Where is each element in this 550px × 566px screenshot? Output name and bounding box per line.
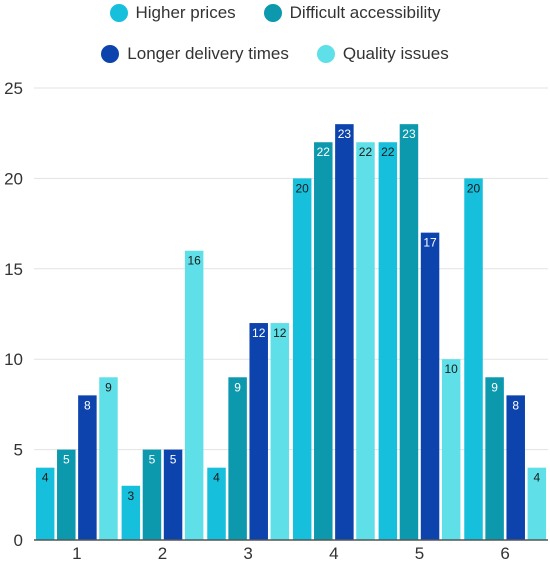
x-tick-label: 3	[243, 544, 252, 563]
data-label: 9	[491, 380, 498, 394]
bar	[464, 178, 483, 540]
legend-item-longer-delivery-times: Longer delivery times	[101, 44, 289, 64]
bar	[270, 323, 290, 540]
bar	[57, 449, 76, 540]
legend-row-1: Higher prices Difficult accessibility	[0, 3, 550, 23]
legend-label-quality-issues: Quality issues	[342, 44, 449, 63]
bar	[207, 467, 226, 540]
data-label: 5	[149, 453, 156, 467]
x-tick-label: 6	[500, 544, 509, 563]
data-label: 4	[213, 471, 220, 485]
legend-label-difficult-accessibility: Difficult accessibility	[289, 3, 441, 22]
data-label: 23	[338, 127, 352, 141]
data-label: 12	[273, 326, 287, 340]
bar	[35, 467, 55, 540]
data-label: 8	[512, 398, 519, 412]
x-tick-label: 2	[158, 544, 167, 563]
bar	[441, 359, 461, 540]
legend-item-difficult-accessibility: Difficult accessibility	[263, 3, 441, 23]
data-label: 9	[105, 380, 112, 394]
bar	[356, 142, 375, 541]
bar	[121, 485, 141, 540]
x-tick-label: 5	[415, 544, 424, 563]
bar	[249, 323, 268, 540]
data-label: 9	[234, 380, 241, 394]
y-tick-label: 0	[14, 531, 23, 550]
bar	[335, 124, 354, 540]
bar	[314, 142, 333, 541]
data-label: 5	[170, 453, 177, 467]
data-label: 4	[533, 471, 540, 485]
bar	[527, 467, 547, 540]
data-label: 5	[63, 453, 70, 467]
bar	[142, 449, 162, 540]
x-tick-label: 4	[329, 544, 338, 563]
legend-label-longer-delivery-times: Longer delivery times	[127, 44, 289, 63]
bar	[99, 377, 118, 540]
data-label: 10	[444, 362, 458, 376]
data-label: 12	[252, 326, 266, 340]
data-label: 22	[381, 145, 395, 159]
legend-swatch-longer-delivery-times	[101, 45, 120, 63]
bar	[485, 377, 504, 540]
bar	[184, 250, 204, 540]
y-tick-label: 5	[14, 441, 23, 460]
legend-label-higher-prices: Higher prices	[135, 3, 236, 22]
bar	[228, 377, 247, 540]
y-tick-label: 25	[4, 79, 23, 98]
bar	[292, 178, 312, 540]
y-tick-label: 10	[4, 350, 23, 369]
legend-item-quality-issues: Quality issues	[316, 44, 449, 64]
data-label: 8	[84, 398, 91, 412]
data-label: 4	[42, 471, 49, 485]
data-label: 20	[467, 181, 481, 195]
bar	[506, 395, 525, 540]
data-label: 16	[187, 254, 201, 268]
bar	[399, 124, 419, 540]
data-label: 22	[359, 145, 373, 159]
bar	[78, 395, 97, 540]
bar	[378, 142, 398, 541]
legend-row-2: Longer delivery times Quality issues	[0, 44, 550, 64]
bar	[163, 449, 183, 540]
legend-swatch-quality-issues	[316, 45, 335, 63]
data-label: 3	[128, 489, 135, 503]
bar	[420, 232, 440, 540]
x-tick-label: 1	[72, 544, 81, 563]
data-label: 17	[423, 236, 437, 250]
y-tick-label: 20	[4, 169, 23, 188]
data-label: 20	[296, 181, 310, 195]
legend-swatch-difficult-accessibility	[263, 4, 282, 22]
data-label: 22	[317, 145, 331, 159]
y-tick-label: 15	[4, 260, 23, 279]
legend-item-higher-prices: Higher prices	[109, 3, 236, 23]
data-label: 23	[402, 127, 416, 141]
legend-swatch-higher-prices	[109, 4, 128, 22]
